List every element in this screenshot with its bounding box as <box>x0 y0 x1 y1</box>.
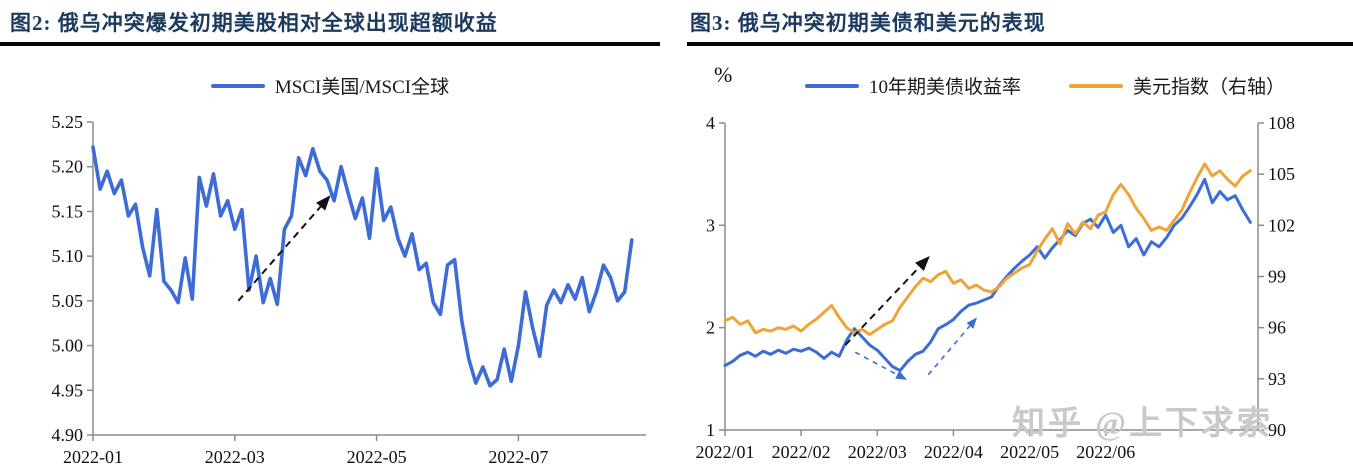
figure3-title: 图3: 俄乌冲突初期美债和美元的表现 <box>690 11 1046 35</box>
yield-rebound-arrow-shaft <box>927 325 971 376</box>
dollar-index-legend-label: 美元指数（右轴） <box>1133 77 1286 98</box>
y-tick-label: 5.00 <box>52 336 84 356</box>
x-tick-label: 2022-01 <box>63 447 123 467</box>
x-tick-label: 2022/02 <box>772 442 831 462</box>
x-tick-label: 2022/05 <box>1000 442 1059 462</box>
msci-ratio-line-swatch <box>210 83 265 88</box>
x-tick-label: 2022-07 <box>488 447 548 467</box>
x-tick-label: 2022/04 <box>924 442 983 462</box>
series-line-MSCI美国/MSCI全球 <box>91 145 634 388</box>
yield-dip-arrow-head <box>895 370 907 380</box>
series-line-美元指数（右轴） <box>723 162 1252 336</box>
y-tick-label: 2 <box>706 318 715 338</box>
x-tick-label: 2022/06 <box>1076 442 1135 462</box>
y-tick-right-label: 96 <box>1268 318 1286 338</box>
y-tick-label: 5.25 <box>52 112 84 132</box>
msci-ratio-legend-label: MSCI美国/MSCI全球 <box>274 77 450 98</box>
y-tick-label: 4.95 <box>52 380 84 400</box>
y-tick-right-label: 99 <box>1268 267 1286 287</box>
yield-dollar-up-arrow-shaft <box>844 266 921 346</box>
msci-ratio-chart: 4.90 4.95 5.00 5.05 5.10 5.15 5.20 5.25 2022-01 2… <box>52 112 646 467</box>
y-tick-label: 5.15 <box>52 201 84 221</box>
legend-item-treasury-yield: 10年期美债收益率 <box>804 72 1021 99</box>
y-tick-label: 5.05 <box>52 291 84 311</box>
x-tick-label: 2022-05 <box>347 447 407 467</box>
y-tick-right-label: 105 <box>1268 164 1295 184</box>
y-tick-label: 3 <box>706 215 715 235</box>
y-tick-label: 5.10 <box>52 246 84 266</box>
percent-axis-unit-label: % <box>714 62 733 87</box>
treasury-yield-line-swatch <box>804 83 859 88</box>
y-tick-label: 1 <box>706 420 715 440</box>
y-tick-label: 4.90 <box>52 425 84 445</box>
figure2-title: 图2: 俄乌冲突爆发初期美股相对全球出现超额收益 <box>10 11 498 35</box>
excess-return-arrow-shaft <box>237 205 322 302</box>
y-tick-right-label: 102 <box>1268 215 1295 235</box>
x-tick-label: 2022-03 <box>205 447 265 467</box>
x-tick-label: 2022/03 <box>848 442 907 462</box>
yield-dollar-up-arrow-head <box>915 256 930 271</box>
dollar-index-line-swatch <box>1069 83 1123 88</box>
yield-dip-arrow-shaft <box>854 351 898 376</box>
excess-return-arrow-head <box>316 195 331 211</box>
yield-rebound-arrow-head <box>966 317 977 329</box>
legend-item-dollar-index: 美元指数（右轴） <box>1069 72 1285 99</box>
figure3-title-rule <box>687 42 1353 46</box>
legend-item-msci-ratio: MSCI美国/MSCI全球 <box>210 72 450 99</box>
series-line-10年期美债收益率 <box>723 177 1252 373</box>
figure2-title-rule <box>0 42 660 46</box>
y-tick-right-label: 90 <box>1268 420 1286 440</box>
y-tick-label: 4 <box>706 113 715 133</box>
figure2-legend: MSCI美国/MSCI全球 <box>0 72 660 99</box>
treasury-dollar-chart: 1 2 3 4 90 93 96 99 102 105 108 2022/01 2022/02 2022/… <box>695 113 1295 462</box>
y-tick-right-label: 93 <box>1268 369 1286 389</box>
treasury-yield-legend-label: 10年期美债收益率 <box>868 77 1021 98</box>
zhihu-watermark: 知乎 @上下求索 <box>1012 406 1273 442</box>
x-tick-label: 2022/01 <box>695 442 754 462</box>
y-tick-right-label: 108 <box>1268 113 1295 133</box>
figure3-legend: 10年期美债收益率 美元指数（右轴） <box>677 72 1353 99</box>
y-tick-label: 5.20 <box>52 157 84 177</box>
